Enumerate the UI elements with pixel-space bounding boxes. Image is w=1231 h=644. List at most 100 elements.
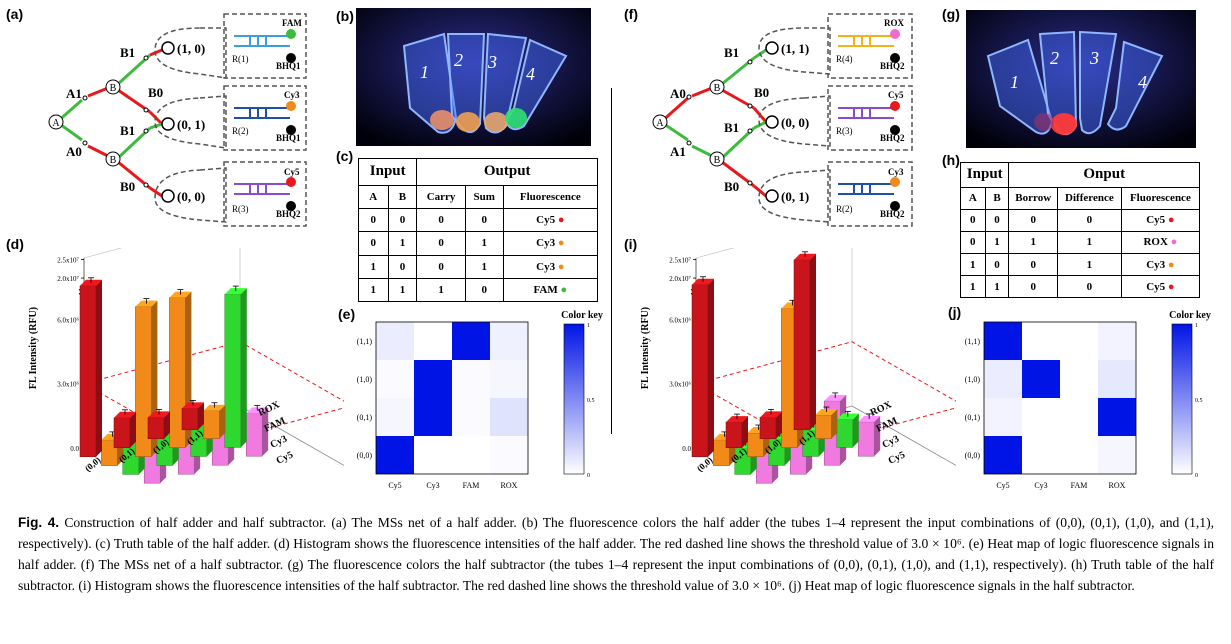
table-group-output: Onput — [1008, 163, 1199, 187]
output-label: (1, 1) — [781, 41, 809, 56]
heat-cell — [414, 322, 452, 360]
node-a — [48, 114, 64, 130]
heat-cell — [490, 322, 528, 360]
output-label: (0, 0) — [781, 115, 809, 130]
bar — [759, 408, 782, 440]
node-b-top — [105, 79, 121, 95]
fluor-dot-icon: ● — [1170, 236, 1178, 249]
channel-label: ROX — [869, 399, 894, 419]
fluor-dot-icon: ● — [1167, 214, 1175, 227]
probe-r-label: R(2) — [232, 126, 249, 136]
y-tick-label: 0.0 — [70, 445, 79, 453]
bar — [203, 402, 226, 439]
panel-label-f: (f) — [624, 6, 638, 22]
heat-cell — [1060, 436, 1098, 474]
probe-quencher-label: BHQ2 — [880, 133, 905, 143]
heat-cell — [376, 398, 414, 436]
probe-dye-label: ROX — [884, 18, 905, 28]
edge-label: B0 — [754, 85, 769, 100]
bar — [224, 285, 247, 448]
x-category-label: (0,0) — [695, 455, 715, 474]
heat-cell — [1060, 322, 1098, 360]
color-key-tick: 0.5 — [587, 398, 595, 404]
color-key-tick: 0.5 — [1195, 398, 1203, 404]
panel-label-b: (b) — [336, 8, 354, 24]
table-header: A — [968, 192, 977, 205]
tube-label: 3 — [487, 52, 497, 72]
node-b-top-label: B — [714, 83, 721, 94]
heat-cell — [1060, 398, 1098, 436]
probe-dye-label: Cy5 — [284, 167, 300, 177]
y-tick-label: 2.5x10⁷ — [669, 257, 691, 265]
table-header: Sum — [464, 185, 504, 209]
adder-bar-chart: 0.0 3.0x10⁶ 6.0x10⁶ 2.0x10⁷ 2.5x10⁷ FL Intens… — [28, 248, 344, 484]
table-header: Difference — [1057, 187, 1122, 210]
heat-cell — [1060, 360, 1098, 398]
y-tick-label: 6.0x10⁶ — [669, 316, 691, 324]
channel-label: Cy3 — [881, 433, 901, 450]
tube-label: 1 — [420, 62, 429, 82]
edge-label: A0 — [66, 144, 82, 159]
edge-label: B0 — [120, 179, 135, 194]
tube-label: 3 — [1089, 48, 1099, 68]
heat-cell — [414, 436, 452, 474]
bar — [181, 399, 204, 431]
table-group-input: Input — [966, 166, 1003, 183]
edge-label: B0 — [724, 179, 739, 194]
panel-divider — [611, 88, 612, 434]
x-category-label: (0,0) — [83, 455, 103, 474]
heat-cell — [452, 322, 490, 360]
node-b-bottom-label: B — [110, 155, 117, 166]
y-tick-label: 2.5x10⁷ — [57, 257, 79, 265]
heat-row-label: (1,1) — [965, 337, 981, 346]
caption-label: Fig. 4. — [18, 515, 60, 530]
fluor-dot-icon: ● — [557, 214, 565, 227]
heat-col-label: Cy5 — [388, 481, 401, 490]
bar — [691, 276, 714, 458]
edge-label: A1 — [66, 86, 82, 101]
probe-dye-label: Cy3 — [284, 90, 300, 100]
edge-label: B1 — [724, 45, 739, 60]
heat-cell — [1098, 322, 1136, 360]
y-tick-label: 2.0x10⁷ — [669, 275, 691, 283]
bar — [79, 277, 102, 458]
node-b-top-label: B — [110, 83, 117, 94]
bar — [815, 406, 838, 439]
heat-col-label: Cy5 — [996, 481, 1009, 490]
subtractor-tree-diagram: A B B A0 A1 B1 B0 B1 B0 (1, 1) (0, 0) (0… — [652, 13, 913, 227]
subtractor-tubes-photo: 1 2 3 4 — [966, 10, 1196, 148]
tube-label: 2 — [1050, 48, 1059, 68]
heat-cell — [376, 436, 414, 474]
heat-row-label: (0,0) — [357, 451, 373, 460]
color-key-title: Color key — [561, 310, 603, 321]
table-header: Fluorescence — [1120, 187, 1199, 210]
panel-label-a: (a) — [6, 6, 24, 22]
y-tick-label: 6.0x10⁶ — [57, 316, 79, 324]
subtractor-truth-table: Input Onput A B Borrow Difference Fluore… — [960, 162, 1200, 298]
fluor-dot-icon: ● — [1167, 258, 1175, 271]
heat-row-label: (0,0) — [965, 451, 981, 460]
probe-dye-label: Cy3 — [888, 167, 904, 177]
heat-col-label: ROX — [501, 481, 518, 490]
color-key — [1171, 323, 1193, 475]
heat-row-label: (0,1) — [965, 413, 981, 422]
heat-row-label: (0,1) — [357, 413, 373, 422]
heat-col-label: FAM — [1071, 481, 1088, 490]
table-header: A — [369, 190, 378, 203]
panel-label-j: (j) — [948, 304, 962, 320]
subtractor-bar-chart: 0.0 3.0x10⁶ 6.0x10⁶ 2.0x10⁷ 2.5x10⁷ FL Intens… — [640, 248, 956, 484]
color-key-tick: 1 — [1195, 323, 1198, 329]
y-axis-title: FL Intensity (RFU) — [640, 307, 651, 389]
bar — [725, 413, 748, 449]
subtractor-heatmap: (1,1) (1,0) (0,1) (0,0) Cy5 Cy3 FAM ROX Color ke… — [965, 310, 1211, 490]
channel-label: Cy5 — [275, 449, 295, 466]
fluor-dot-icon: ● — [560, 284, 568, 296]
adder-heatmap: (1,1) (1,0) (0,1) (0,0) Cy5 Cy3 FAM ROX Color ke… — [357, 310, 603, 490]
color-key-tick: 1 — [587, 323, 590, 329]
y-axis-title: FL Intensity (RFU) — [28, 307, 39, 389]
edge-label: B1 — [120, 45, 135, 60]
heat-col-label: Cy3 — [426, 481, 439, 490]
